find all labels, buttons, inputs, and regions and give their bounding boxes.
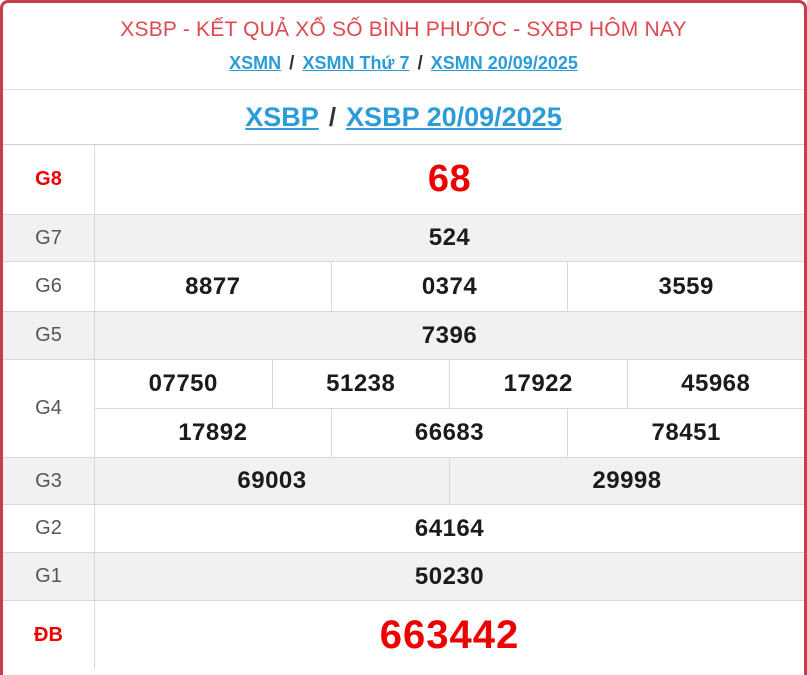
breadcrumb-separator: /	[417, 52, 423, 74]
prize-label: G2	[3, 505, 95, 552]
prize-row-g5: G5 7396	[3, 312, 804, 360]
prize-number: 663442	[379, 612, 520, 657]
prize-number: 64164	[414, 514, 485, 542]
prize-subrow: 07750 51238 17922 45968	[95, 360, 804, 408]
breadcrumb: XSMN / XSMN Thứ 7 / XSMN 20/09/2025	[229, 53, 578, 75]
sub-breadcrumb: XSBP / XSBP 20/09/2025	[3, 89, 804, 144]
prize-label: G4	[3, 360, 95, 457]
breadcrumb-link-xsbp[interactable]: XSBP	[245, 101, 319, 132]
breadcrumb-link-xsmn-thu7[interactable]: XSMN Thứ 7	[302, 53, 410, 73]
prize-label: G3	[3, 458, 95, 504]
card-header: XSBP - KẾT QUẢ XỔ SỐ BÌNH PHƯỚC - SXBP H…	[3, 3, 804, 89]
prize-number: 17892	[178, 419, 248, 446]
prize-number: 69003	[237, 467, 307, 494]
breadcrumb-separator: /	[328, 101, 337, 132]
prize-number: 3559	[567, 262, 804, 311]
prize-label: G1	[3, 553, 95, 600]
prize-number: 51238	[271, 360, 450, 408]
prize-row-g4: G4 07750 51238 17922 45968 17892 66683 7…	[3, 360, 804, 458]
prize-number: 0374	[330, 262, 568, 311]
prize-number: 66683	[330, 409, 568, 457]
breadcrumb-link-xsmn[interactable]: XSMN	[229, 53, 282, 73]
page-title: XSBP - KẾT QUẢ XỔ SỐ BÌNH PHƯỚC - SXBP H…	[120, 17, 687, 41]
prize-number: 45968	[626, 360, 805, 408]
prize-label: ĐB	[3, 601, 95, 669]
prize-label: G7	[3, 215, 95, 261]
prize-number: 68	[427, 158, 472, 200]
prize-label: G6	[3, 262, 95, 311]
prize-number: 07750	[148, 370, 218, 397]
prize-label: G8	[3, 145, 95, 214]
prize-number: 8877	[185, 272, 241, 300]
breadcrumb-separator: /	[289, 52, 295, 74]
prize-row-g7: G7 524	[3, 215, 804, 262]
prize-number: 50230	[414, 562, 485, 590]
prize-label: G5	[3, 312, 95, 359]
prize-row-g2: G2 64164	[3, 505, 804, 553]
prize-subrow: 17892 66683 78451	[95, 408, 804, 457]
prize-number: 29998	[449, 458, 804, 504]
prize-row-db: ĐB 663442	[3, 601, 804, 669]
prize-number: 7396	[421, 321, 478, 349]
prize-number: 17922	[449, 360, 627, 408]
results-table: G8 68 G7 524 G6 8877 0374 3559 G5 7396	[3, 144, 804, 669]
breadcrumb-link-xsmn-date[interactable]: XSMN 20/09/2025	[430, 53, 578, 73]
prize-row-g8: G8 68	[3, 145, 804, 215]
prize-number: 78451	[567, 409, 804, 457]
prize-number: 524	[428, 224, 471, 251]
prize-row-g1: G1 50230	[3, 553, 804, 601]
prize-row-g6: G6 8877 0374 3559	[3, 262, 804, 312]
prize-row-g3: G3 69003 29998	[3, 458, 804, 505]
breadcrumb-link-xsbp-date[interactable]: XSBP 20/09/2025	[346, 101, 562, 132]
